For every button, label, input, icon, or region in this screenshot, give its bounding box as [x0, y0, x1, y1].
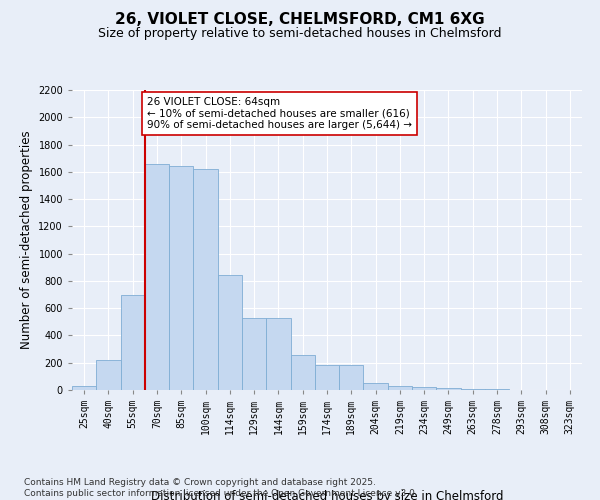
Bar [169, 166, 193, 390]
Bar [436, 388, 461, 390]
Bar [218, 276, 242, 390]
Bar [461, 388, 485, 390]
Bar [339, 365, 364, 390]
Y-axis label: Number of semi-detached properties: Number of semi-detached properties [20, 130, 32, 350]
Bar [388, 386, 412, 390]
Text: 26 VIOLET CLOSE: 64sqm
← 10% of semi-detached houses are smaller (616)
90% of se: 26 VIOLET CLOSE: 64sqm ← 10% of semi-det… [147, 97, 412, 130]
Bar [412, 388, 436, 390]
Bar [242, 318, 266, 390]
Bar [121, 294, 145, 390]
Text: 26, VIOLET CLOSE, CHELMSFORD, CM1 6XG: 26, VIOLET CLOSE, CHELMSFORD, CM1 6XG [115, 12, 485, 28]
Bar [96, 360, 121, 390]
Bar [364, 383, 388, 390]
Bar [266, 318, 290, 390]
Bar [145, 164, 169, 390]
Bar [290, 355, 315, 390]
Text: Size of property relative to semi-detached houses in Chelmsford: Size of property relative to semi-detach… [98, 28, 502, 40]
Text: Contains HM Land Registry data © Crown copyright and database right 2025.
Contai: Contains HM Land Registry data © Crown c… [24, 478, 418, 498]
Bar [315, 365, 339, 390]
X-axis label: Distribution of semi-detached houses by size in Chelmsford: Distribution of semi-detached houses by … [151, 490, 503, 500]
Bar [72, 386, 96, 390]
Bar [193, 169, 218, 390]
